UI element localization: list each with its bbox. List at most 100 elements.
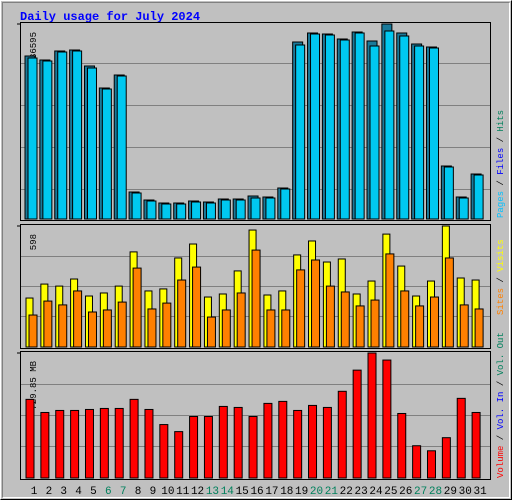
- bar: [101, 88, 112, 220]
- bar: [355, 305, 365, 348]
- x-tick-label: 12: [191, 486, 204, 498]
- legend-separator: /: [496, 272, 506, 288]
- x-tick-label: 14: [221, 486, 235, 498]
- bar: [324, 34, 335, 220]
- x-tick-label: 11: [176, 486, 190, 498]
- bar: [159, 424, 169, 479]
- bar: [474, 308, 484, 348]
- legend-entry: Volume: [496, 446, 506, 478]
- bar: [192, 266, 202, 348]
- bar: [72, 50, 83, 220]
- x-tick-label: 4: [75, 486, 82, 498]
- y-tick-label: 598: [29, 234, 39, 250]
- bar: [218, 405, 228, 479]
- x-tick-label: 27: [414, 486, 427, 498]
- x-tick-label: 10: [161, 486, 174, 498]
- bar: [471, 411, 481, 479]
- x-tick-label: 5: [90, 486, 97, 498]
- bar: [174, 431, 184, 479]
- bar: [191, 201, 202, 220]
- bar: [263, 402, 273, 479]
- legend-separator: /: [496, 132, 506, 148]
- bar: [55, 409, 65, 479]
- bar: [221, 309, 231, 348]
- bar: [117, 301, 127, 348]
- x-tick-label: 30: [459, 486, 472, 498]
- bar: [400, 290, 410, 348]
- x-tick-label: 9: [150, 486, 157, 498]
- bar: [147, 308, 157, 348]
- bar: [414, 45, 425, 220]
- bar: [293, 409, 303, 479]
- bar: [206, 316, 216, 348]
- bar: [176, 203, 187, 220]
- bar: [429, 296, 439, 348]
- x-tick-label: 1: [31, 486, 38, 498]
- bar: [280, 188, 291, 220]
- bar: [473, 174, 484, 220]
- bar: [27, 57, 38, 220]
- bar: [102, 309, 112, 348]
- bar: [278, 400, 288, 479]
- bar: [456, 397, 466, 479]
- bar: [337, 390, 347, 479]
- bar: [87, 311, 97, 348]
- bar: [250, 197, 261, 220]
- bar: [444, 257, 454, 348]
- x-tick-label: 8: [135, 486, 142, 498]
- bar: [177, 279, 187, 348]
- bar: [28, 314, 38, 348]
- bar: [384, 30, 395, 220]
- bar: [296, 269, 306, 348]
- bar: [70, 409, 80, 479]
- bar: [203, 416, 213, 479]
- bar: [189, 416, 199, 479]
- legend-separator: /: [496, 375, 506, 391]
- x-tick-label: 21: [325, 486, 339, 498]
- bar: [265, 197, 276, 220]
- bar: [458, 197, 469, 220]
- bar: [382, 359, 392, 479]
- chart-title: Daily usage for July 2024: [20, 10, 200, 24]
- x-tick-label: 17: [265, 486, 278, 498]
- legend-entry: Sites: [496, 288, 506, 315]
- bar: [385, 253, 395, 348]
- legend-separator: /: [496, 429, 506, 445]
- bar: [205, 202, 216, 220]
- bar: [116, 75, 127, 220]
- bar: [412, 445, 422, 479]
- bar: [322, 406, 332, 479]
- bar: [40, 411, 50, 479]
- bar: [399, 35, 410, 220]
- bar: [397, 412, 407, 479]
- bar: [354, 32, 365, 220]
- bar: [325, 285, 335, 348]
- bar: [339, 39, 350, 220]
- bar: [367, 352, 377, 479]
- x-tick-label: 20: [310, 486, 323, 498]
- x-tick-label: 7: [120, 486, 127, 498]
- legend: Pages / Files / Hits: [496, 110, 506, 218]
- bar: [58, 304, 68, 348]
- bar: [114, 407, 124, 479]
- x-tick-label: 13: [206, 486, 219, 498]
- bar: [369, 45, 380, 220]
- x-tick-label: 24: [369, 486, 383, 498]
- bar: [266, 309, 276, 348]
- bar: [235, 199, 246, 220]
- panel-frame: [20, 351, 491, 480]
- bar: [236, 292, 246, 348]
- x-tick-label: 3: [60, 486, 67, 498]
- bar: [415, 305, 425, 348]
- bar: [281, 309, 291, 348]
- bar: [310, 33, 321, 220]
- x-tick-label: 25: [384, 486, 397, 498]
- x-tick-label: 26: [399, 486, 412, 498]
- bar: [86, 67, 97, 220]
- x-tick-label: 29: [444, 486, 457, 498]
- bar: [233, 406, 243, 479]
- legend-entry: Vol. In: [496, 392, 506, 430]
- bar: [42, 60, 53, 220]
- bar: [162, 302, 172, 348]
- bar: [352, 369, 362, 479]
